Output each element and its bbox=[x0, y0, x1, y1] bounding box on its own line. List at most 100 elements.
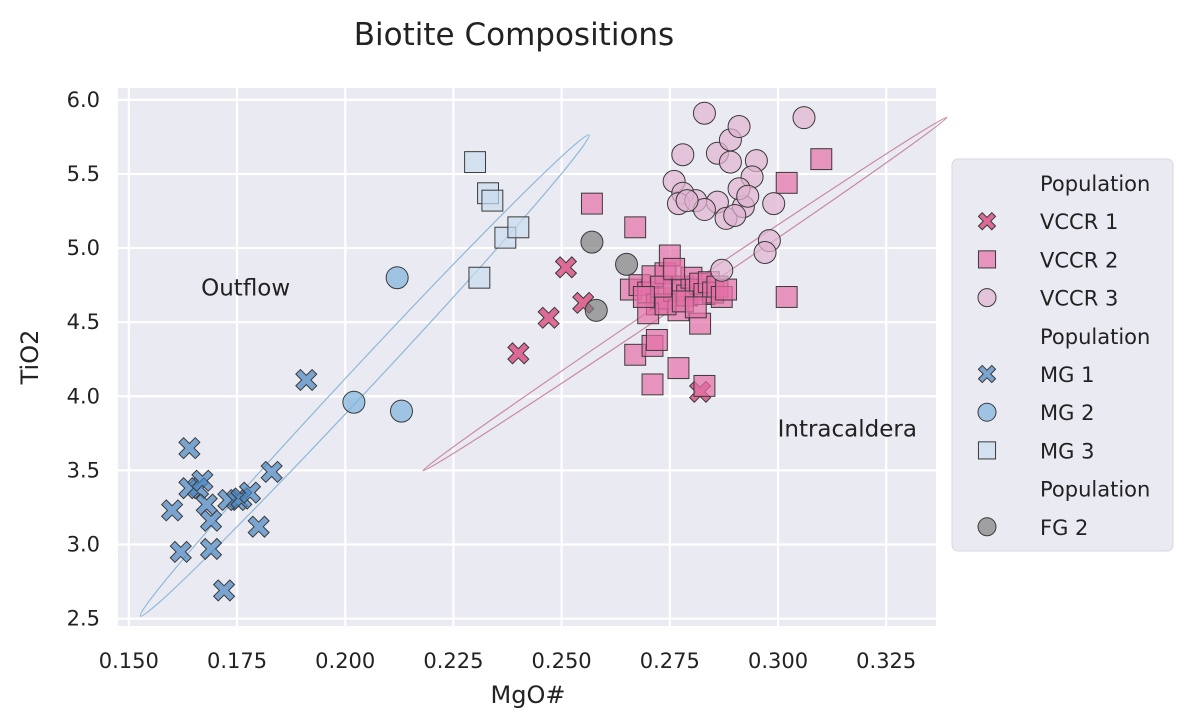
legend-marker-mg-3 bbox=[977, 441, 997, 460]
data-point bbox=[727, 115, 751, 139]
data-point bbox=[723, 203, 747, 227]
x-tick-label: 0.200 bbox=[315, 649, 375, 673]
legend-marker-vccr-3 bbox=[977, 288, 997, 308]
series-vccr-2 bbox=[580, 148, 833, 397]
data-point bbox=[468, 266, 491, 289]
x-tick-label: 0.275 bbox=[640, 649, 700, 673]
data-point bbox=[178, 436, 201, 460]
series-mg-2 bbox=[342, 266, 413, 423]
legend-marker-fg-2 bbox=[977, 517, 997, 537]
data-point bbox=[385, 266, 409, 290]
data-point bbox=[507, 342, 530, 365]
data-point bbox=[199, 537, 223, 561]
y-tick-label: 3.5 bbox=[67, 458, 100, 482]
x-tick-label: 0.150 bbox=[99, 649, 159, 673]
ellipse-outflow bbox=[139, 134, 590, 617]
data-point bbox=[212, 579, 236, 602]
data-point bbox=[792, 106, 816, 130]
legend-box bbox=[951, 158, 1174, 552]
data-point bbox=[710, 258, 734, 282]
data-point bbox=[753, 241, 777, 265]
data-point bbox=[775, 286, 798, 308]
legend-marker-mg-2 bbox=[977, 402, 997, 422]
ellipse-outline bbox=[139, 134, 590, 617]
y-tick-label: 6.0 bbox=[67, 88, 100, 112]
data-points bbox=[160, 101, 833, 602]
data-point bbox=[684, 296, 707, 319]
legend-marker-vccr-1 bbox=[977, 211, 997, 231]
data-point bbox=[584, 298, 608, 322]
data-point bbox=[295, 368, 318, 392]
legend-label: VCCR 1 bbox=[1040, 210, 1118, 234]
data-point bbox=[389, 399, 413, 423]
y-axis-label: TiO2 bbox=[16, 330, 44, 386]
data-point bbox=[260, 460, 283, 484]
data-point bbox=[554, 256, 578, 279]
legend-label: MG 2 bbox=[1040, 401, 1094, 425]
y-tick-label: 3.0 bbox=[67, 532, 100, 556]
legend-label: MG 3 bbox=[1040, 439, 1094, 463]
data-point bbox=[615, 252, 639, 276]
data-point bbox=[775, 171, 798, 194]
series-vccr-3 bbox=[662, 101, 816, 282]
legend-header: Population bbox=[1040, 325, 1150, 349]
legend: Population VCCR 1 VCCR 2 VCCR 3 Population MG… bbox=[951, 158, 1174, 552]
data-point bbox=[692, 101, 716, 125]
data-point bbox=[667, 357, 690, 380]
data-point bbox=[507, 216, 530, 239]
grid-lines bbox=[118, 88, 936, 626]
data-point bbox=[342, 390, 366, 414]
data-point bbox=[663, 257, 686, 280]
data-point bbox=[632, 286, 655, 308]
x-tick-label: 0.250 bbox=[532, 649, 592, 673]
series-mg-3 bbox=[464, 151, 530, 289]
data-point bbox=[580, 192, 603, 215]
data-point bbox=[160, 499, 184, 522]
legend-marker-mg-1 bbox=[977, 364, 997, 384]
data-point bbox=[715, 278, 738, 301]
y-tick-label: 5.5 bbox=[67, 162, 100, 186]
data-point bbox=[693, 374, 716, 397]
data-point bbox=[645, 329, 668, 351]
x-tick-label: 0.175 bbox=[207, 649, 267, 673]
tick-labels: 0.150 0.175 0.200 0.225 0.250 0.275 0.300 0.325… bbox=[67, 88, 917, 673]
legend-label: MG 1 bbox=[1040, 363, 1094, 387]
data-point bbox=[718, 150, 742, 174]
data-point bbox=[675, 189, 699, 213]
data-point bbox=[195, 493, 218, 516]
x-axis-label: MgO# bbox=[491, 681, 566, 709]
data-point bbox=[247, 515, 270, 538]
legend-marker-vccr-2 bbox=[977, 250, 997, 269]
y-tick-label: 4.5 bbox=[67, 310, 100, 334]
x-tick-label: 0.325 bbox=[856, 649, 916, 673]
data-point bbox=[169, 540, 192, 564]
legend-label: FG 2 bbox=[1040, 516, 1088, 540]
data-point bbox=[641, 373, 664, 396]
data-point bbox=[736, 184, 760, 208]
annotation-outflow: Outflow bbox=[201, 275, 290, 301]
data-point bbox=[810, 148, 833, 171]
data-point bbox=[191, 469, 214, 492]
data-point bbox=[238, 481, 262, 504]
data-point bbox=[481, 189, 504, 212]
chart-title: Biotite Compositions bbox=[354, 17, 674, 53]
series-mg-1 bbox=[160, 368, 318, 602]
data-point bbox=[580, 230, 604, 254]
data-point bbox=[464, 151, 487, 174]
data-point bbox=[199, 509, 223, 532]
y-tick-label: 4.0 bbox=[67, 384, 100, 408]
y-tick-label: 5.0 bbox=[67, 236, 100, 260]
legend-label: VCCR 3 bbox=[1040, 287, 1118, 311]
y-tick-label: 2.5 bbox=[67, 607, 100, 631]
x-tick-label: 0.300 bbox=[748, 649, 808, 673]
legend-label: VCCR 2 bbox=[1040, 248, 1118, 272]
series-fg-2 bbox=[580, 230, 639, 322]
x-tick-label: 0.225 bbox=[423, 649, 483, 673]
legend-header: Population bbox=[1040, 478, 1150, 502]
data-point bbox=[537, 306, 560, 329]
annotations: Outflow Intracaldera bbox=[201, 275, 917, 442]
data-point bbox=[624, 216, 647, 239]
data-point bbox=[671, 143, 695, 167]
annotation-intracaldera: Intracaldera bbox=[778, 416, 917, 442]
